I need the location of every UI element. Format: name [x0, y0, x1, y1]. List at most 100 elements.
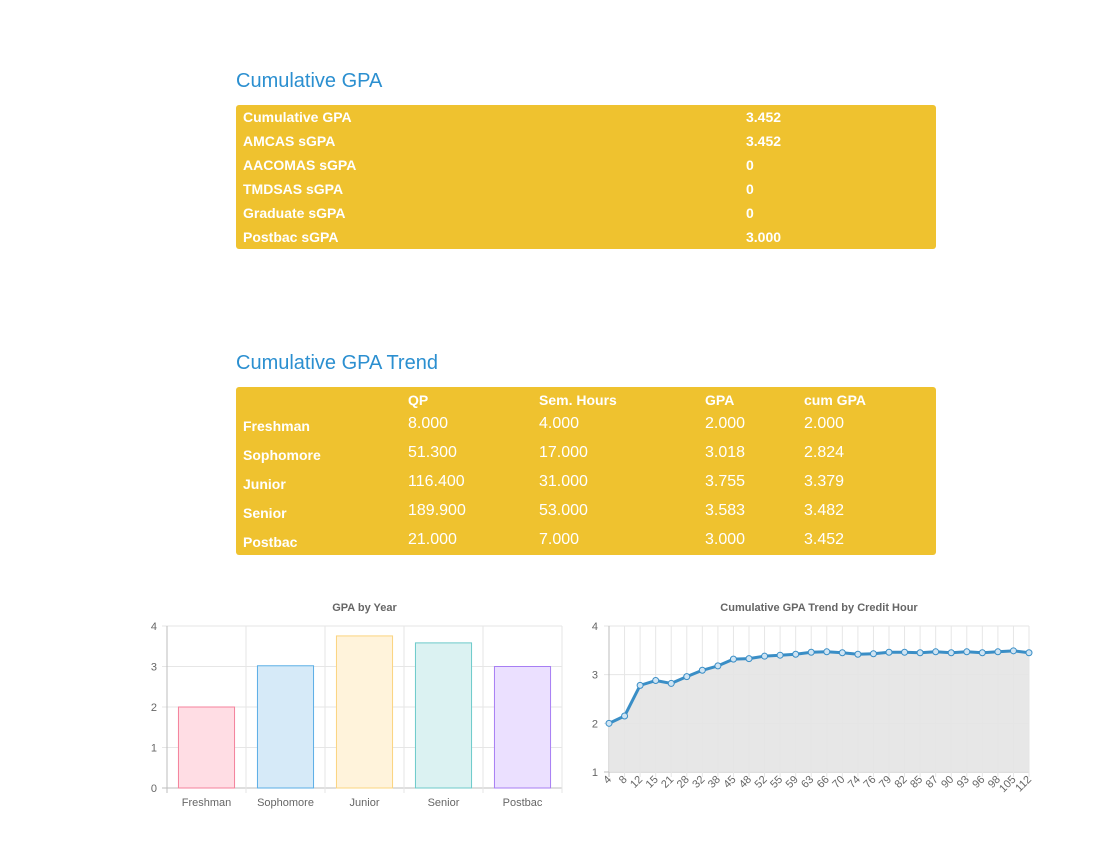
y-tick-label: 3 — [592, 670, 598, 682]
table-row: Senior 189.900 53.000 3.583 3.482 — [236, 499, 936, 528]
x-tick-label: 112 — [1013, 774, 1034, 795]
hours-cell: 53.000 — [539, 502, 588, 519]
qp-cell: 8.000 — [408, 415, 449, 432]
data-point — [807, 648, 815, 656]
y-tick-label: 4 — [592, 621, 598, 633]
data-point — [916, 649, 924, 657]
chart-title: GPA by Year — [332, 602, 397, 614]
data-point — [683, 673, 691, 681]
data-point — [1009, 647, 1017, 655]
gpa-cell: 2.000 — [705, 415, 746, 432]
column-header-hours: Sem. Hours — [539, 392, 617, 408]
summary-table: Cumulative GPA 3.452 AMCAS sGPA 3.452 AA… — [236, 105, 936, 249]
year-label: Postbac — [243, 534, 298, 550]
bar-senior — [414, 642, 473, 789]
data-point — [885, 648, 893, 656]
data-point — [838, 649, 846, 657]
data-point — [714, 662, 722, 670]
summary-heading: Cumulative GPA — [236, 70, 383, 92]
cum-gpa-cell: 2.824 — [804, 444, 845, 461]
summary-label: AACOMAS sGPA — [243, 157, 357, 173]
summary-label: Graduate sGPA — [243, 205, 346, 221]
qp-cell: 189.900 — [408, 502, 466, 519]
chart-title: Cumulative GPA Trend by Credit Hour — [720, 602, 918, 614]
data-point — [869, 650, 877, 658]
bar-freshman — [177, 706, 236, 789]
data-point — [963, 648, 971, 656]
series-line — [608, 649, 1030, 725]
data-point — [667, 679, 675, 687]
year-label: Sophomore — [243, 447, 321, 463]
year-label: Senior — [243, 505, 287, 521]
data-point — [605, 719, 613, 727]
cum-gpa-cell: 3.482 — [804, 502, 845, 519]
summary-row: TMDSAS sGPA 0 — [236, 177, 936, 201]
data-point — [792, 650, 800, 658]
summary-label: Postbac sGPA — [243, 229, 339, 245]
data-point — [729, 655, 737, 663]
bar-junior — [335, 635, 394, 789]
summary-label: Cumulative GPA — [243, 109, 352, 125]
x-tick-label: Senior — [428, 797, 460, 809]
data-point — [1025, 649, 1033, 657]
gpa-by-year-chart: GPA by Year 0 1 2 3 4 Freshman Sophomore Junior S… — [151, 602, 563, 809]
bar-postbac — [493, 666, 552, 789]
x-tick-label: 8 — [617, 774, 630, 787]
summary-label: TMDSAS sGPA — [243, 181, 344, 197]
summary-value: 3.452 — [746, 109, 782, 125]
data-point — [947, 649, 955, 657]
hours-cell: 31.000 — [539, 473, 588, 490]
x-tick-label: Postbac — [503, 797, 543, 809]
trend-heading: Cumulative GPA Trend — [236, 352, 438, 374]
table-row: Junior 116.400 31.000 3.755 3.379 — [236, 470, 936, 499]
data-point — [994, 648, 1002, 656]
summary-value: 0 — [746, 205, 754, 221]
table-row: Postbac 21.000 7.000 3.000 3.452 — [236, 528, 936, 557]
data-point — [698, 666, 706, 674]
summary-value: 3.000 — [746, 229, 782, 245]
data-point — [823, 648, 831, 656]
y-tick-label: 1 — [592, 767, 598, 779]
data-point — [621, 712, 629, 720]
gpa-cell: 3.000 — [705, 531, 746, 548]
summary-row: Cumulative GPA 3.452 — [236, 105, 936, 129]
gpa-cell: 3.755 — [705, 473, 746, 490]
summary-row: Graduate sGPA 0 — [236, 201, 936, 225]
data-point — [776, 651, 784, 659]
y-tick-label: 3 — [151, 662, 157, 674]
qp-cell: 116.400 — [408, 473, 465, 490]
cum-gpa-cell: 2.000 — [804, 415, 845, 432]
summary-value: 0 — [746, 157, 754, 173]
data-point — [978, 649, 986, 657]
x-tick-label: Junior — [350, 797, 380, 809]
x-tick-label: Sophomore — [257, 797, 314, 809]
y-tick-label: 4 — [151, 621, 157, 633]
cum-gpa-cell: 3.452 — [804, 531, 845, 548]
cum-gpa-cell: 3.379 — [804, 473, 845, 490]
qp-cell: 51.300 — [408, 444, 457, 461]
year-label: Freshman — [243, 418, 310, 434]
summary-value: 3.452 — [746, 133, 782, 149]
data-point — [854, 650, 862, 658]
summary-row: Postbac sGPA 3.000 — [236, 225, 936, 249]
data-point — [745, 655, 753, 663]
data-point — [636, 681, 644, 689]
summary-label: AMCAS sGPA — [243, 133, 336, 149]
data-point — [901, 648, 909, 656]
column-header-qp: QP — [408, 392, 429, 408]
data-point — [761, 652, 769, 660]
y-tick-label: 1 — [151, 743, 157, 755]
summary-value: 0 — [746, 181, 754, 197]
summary-row: AMCAS sGPA 3.452 — [236, 129, 936, 153]
data-point — [652, 677, 660, 685]
year-label: Junior — [243, 476, 286, 492]
gpa-cell: 3.018 — [705, 444, 746, 461]
table-row: Freshman 8.000 4.000 2.000 2.000 — [236, 412, 936, 441]
trend-table: QP Sem. Hours GPA cum GPA Freshman 8.000… — [236, 387, 936, 555]
bar-sophomore — [256, 665, 315, 789]
hours-cell: 17.000 — [539, 444, 588, 461]
x-tick-label: 4 — [601, 774, 614, 787]
data-point — [932, 648, 940, 656]
summary-row: AACOMAS sGPA 0 — [236, 153, 936, 177]
hours-cell: 4.000 — [539, 415, 580, 432]
